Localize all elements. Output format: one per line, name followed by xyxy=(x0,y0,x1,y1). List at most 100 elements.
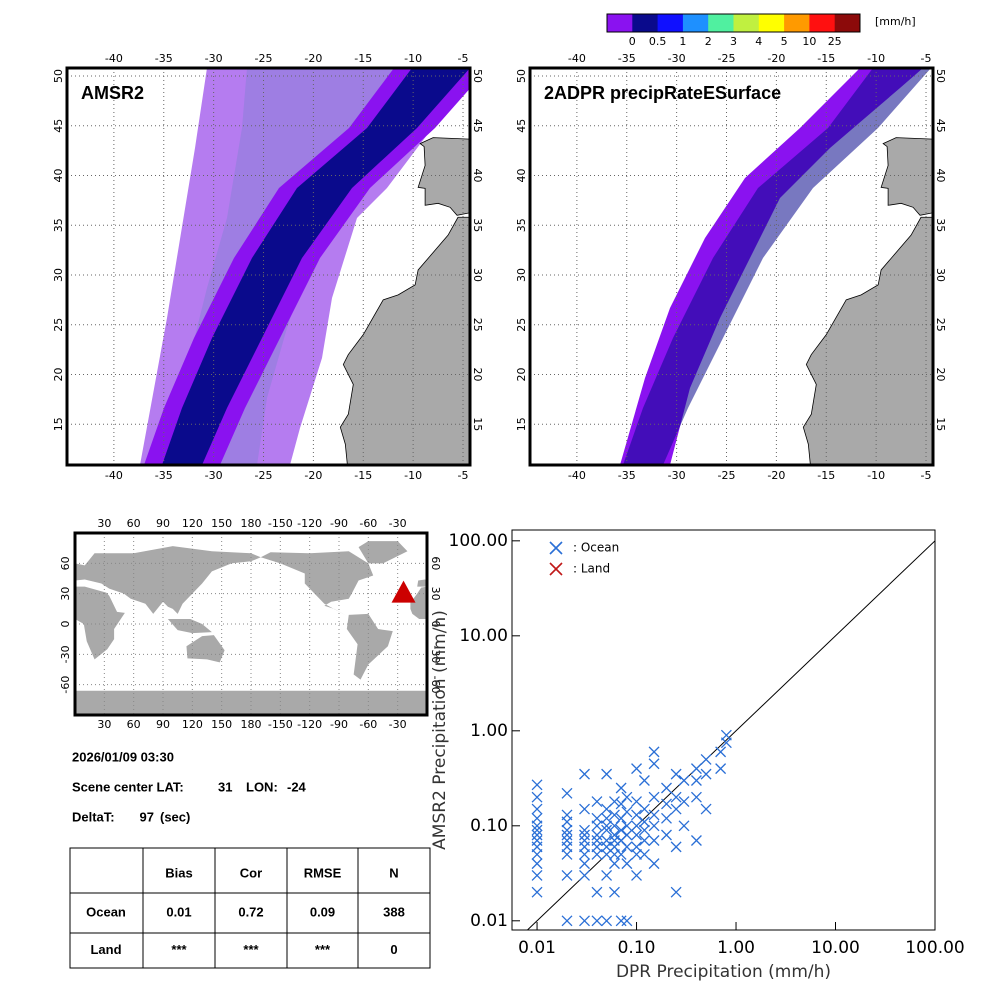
map-title: 2ADPR precipRateESurface xyxy=(544,83,781,103)
one-to-one-line xyxy=(526,540,935,930)
scatter-point xyxy=(601,824,613,836)
lat-tick-label: 30 xyxy=(59,587,72,601)
lat-tick-label: 20 xyxy=(471,367,484,381)
scatter-point xyxy=(631,763,642,775)
scatter-point xyxy=(690,763,702,775)
scatter-point xyxy=(700,803,712,815)
lat-tick-label: 30 xyxy=(515,268,528,282)
lon-tick-label: -15 xyxy=(354,52,372,65)
scatter-point xyxy=(531,779,543,791)
y-tick-label: 100.00 xyxy=(449,531,508,551)
swath-core xyxy=(623,68,931,465)
lat-tick-label: 0 xyxy=(429,621,442,628)
continent xyxy=(75,546,261,614)
colorbar-label: 25 xyxy=(828,35,842,48)
lon-tick-label: -20 xyxy=(767,52,785,65)
lon-tick-label: -25 xyxy=(255,469,273,482)
scatter-point xyxy=(579,824,590,836)
land xyxy=(802,216,933,465)
table-cell: *** xyxy=(243,942,259,957)
lon-tick-label: -90 xyxy=(330,517,348,530)
scatter-point xyxy=(601,768,613,780)
scatter-point xyxy=(561,824,573,836)
lat-tick-label: 15 xyxy=(515,417,528,431)
lon-tick-label: -25 xyxy=(718,52,736,65)
lon-tick-label: -120 xyxy=(297,718,322,731)
lon-tick-label: -150 xyxy=(268,718,293,731)
scatter-point xyxy=(591,820,603,832)
scatter-point xyxy=(670,886,682,898)
lon-tick-label: -40 xyxy=(568,469,586,482)
globe-frame xyxy=(73,531,429,717)
lat-tick-label: 40 xyxy=(471,168,484,182)
lat-label: Scene center LAT: xyxy=(72,779,184,794)
lon-tick-label: -35 xyxy=(618,469,636,482)
scatter-point xyxy=(531,858,543,870)
colorbar-label: 0.5 xyxy=(649,35,667,48)
lon-tick-label: -30 xyxy=(205,52,223,65)
scatter-point xyxy=(678,820,690,832)
scatter-point xyxy=(638,803,650,815)
scatter-point xyxy=(531,803,543,815)
scatter-point xyxy=(648,758,660,770)
lon-tick-label: 150 xyxy=(211,517,232,530)
colorbar-swatch xyxy=(708,14,734,32)
scatter-point xyxy=(591,829,603,841)
lon-tick-label: -90 xyxy=(330,718,348,731)
scatter-point xyxy=(631,809,642,821)
scatter-point xyxy=(631,820,642,832)
lon-tick-label: -10 xyxy=(867,469,885,482)
continent xyxy=(167,618,212,634)
scatter-point xyxy=(615,915,627,927)
scatter-point xyxy=(561,848,573,860)
scatter-point xyxy=(531,870,543,881)
scatter-point xyxy=(631,829,642,841)
lon-tick-label: 90 xyxy=(156,718,170,731)
colorbar-swatch xyxy=(607,14,633,32)
lon-tick-label: 120 xyxy=(182,517,203,530)
scatter-point xyxy=(648,746,660,758)
scatter-point xyxy=(601,915,613,927)
scatter-point xyxy=(609,858,620,870)
scatter-point xyxy=(579,768,590,780)
scatter-point xyxy=(615,782,627,794)
scatter-point xyxy=(615,848,627,860)
scatter-point xyxy=(648,835,660,846)
lat-tick-label: 35 xyxy=(52,218,65,232)
scatter-point xyxy=(700,768,712,780)
lon-tick-label: -5 xyxy=(458,469,469,482)
table-header: N xyxy=(389,865,398,880)
lat-tick-label: 50 xyxy=(515,69,528,83)
x-tick-label: 0.10 xyxy=(618,938,656,958)
delta-label: DeltaT: xyxy=(72,809,115,824)
lon-tick-label: -25 xyxy=(255,52,273,65)
scatter-point xyxy=(715,763,727,775)
scatter-point xyxy=(561,816,573,828)
y-tick-label: 0.01 xyxy=(470,911,508,931)
scatter-point xyxy=(579,858,590,870)
datetime: 2026/01/09 03:30 xyxy=(72,749,174,764)
lon-tick-label: -30 xyxy=(668,469,686,482)
lat-tick-label: 35 xyxy=(934,218,947,232)
lon-tick-label: -40 xyxy=(568,52,586,65)
colorbar-label: 4 xyxy=(755,35,762,48)
delta-unit: (sec) xyxy=(160,809,190,824)
colorbar-swatch xyxy=(657,14,684,32)
legend-marker xyxy=(549,541,563,555)
continent xyxy=(186,635,225,663)
scatter-point xyxy=(531,848,543,860)
lon-tick-label: -20 xyxy=(304,469,322,482)
continent xyxy=(346,613,393,680)
colorbar-label: 0 xyxy=(629,35,636,48)
lon-tick-label: -35 xyxy=(155,52,173,65)
scatter-point xyxy=(661,798,672,810)
lon-tick-label: 30 xyxy=(97,517,111,530)
scatter-point xyxy=(648,858,660,870)
globe-map xyxy=(75,533,427,715)
lon-tick-label: 180 xyxy=(241,517,262,530)
continent xyxy=(75,586,125,660)
lat-tick-label: 30 xyxy=(934,268,947,282)
colorbar-swatch xyxy=(733,14,760,32)
scatter-point xyxy=(531,820,543,832)
